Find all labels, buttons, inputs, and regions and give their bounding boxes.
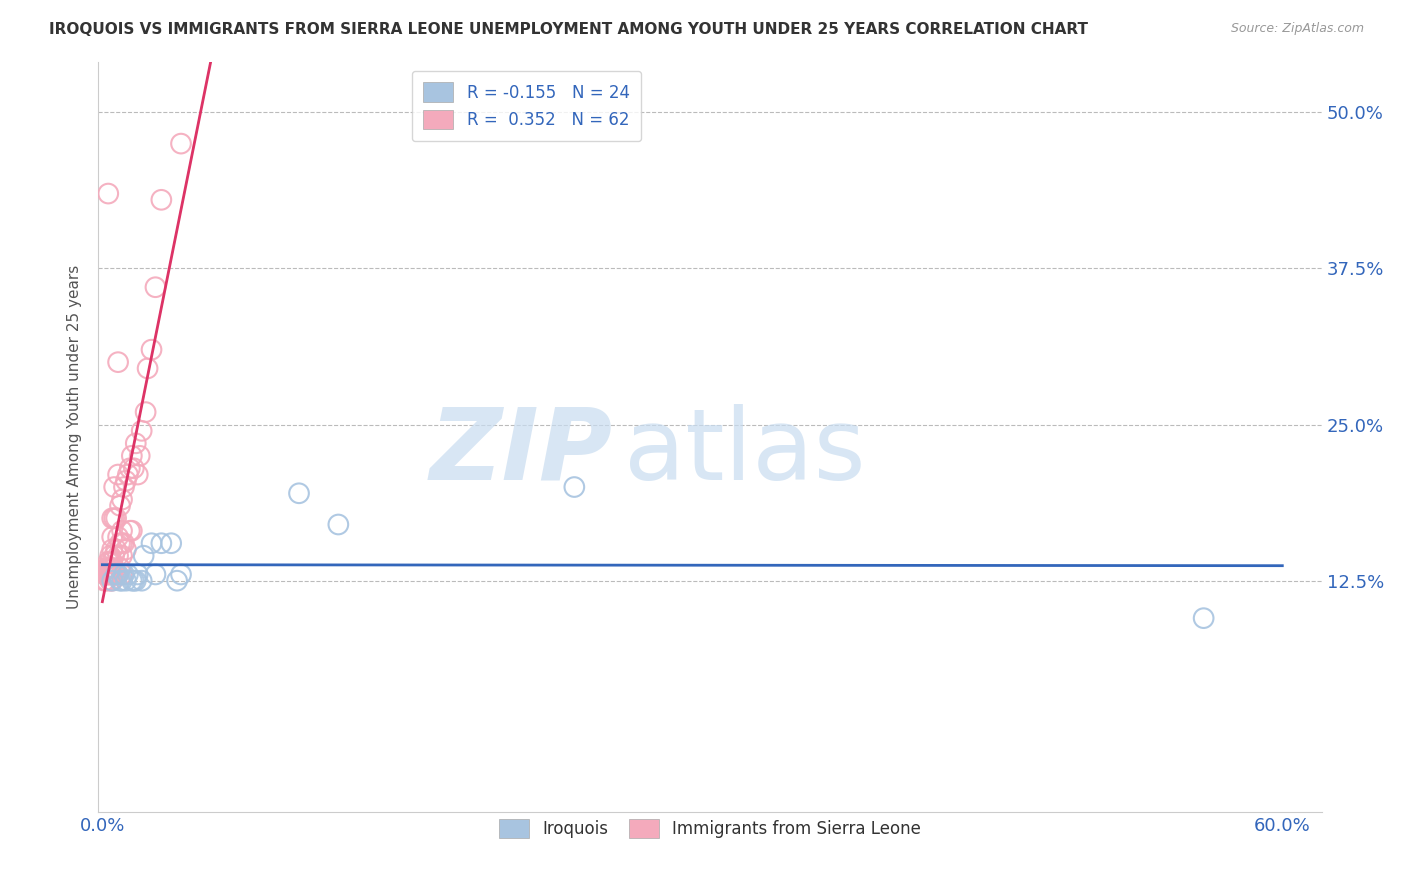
Point	[103, 561, 125, 575]
Point	[108, 574, 131, 588]
Point	[121, 449, 143, 463]
Point	[145, 567, 167, 582]
Point	[98, 574, 121, 588]
Point	[111, 567, 134, 582]
Point	[112, 480, 135, 494]
Point	[136, 361, 159, 376]
Point	[101, 561, 124, 575]
Point	[135, 405, 157, 419]
Point	[101, 530, 124, 544]
Point	[127, 467, 149, 482]
Point	[328, 517, 350, 532]
Point	[107, 549, 129, 563]
Point	[150, 536, 173, 550]
Point	[115, 474, 138, 488]
Point	[1192, 611, 1215, 625]
Point	[131, 574, 153, 588]
Point	[103, 567, 125, 582]
Point	[98, 555, 121, 569]
Point	[101, 511, 124, 525]
Point	[111, 524, 134, 538]
Point	[98, 549, 121, 563]
Point	[122, 574, 145, 588]
Point	[97, 567, 120, 582]
Point	[128, 449, 150, 463]
Text: Source: ZipAtlas.com: Source: ZipAtlas.com	[1230, 22, 1364, 36]
Point	[103, 480, 125, 494]
Point	[166, 574, 188, 588]
Point	[101, 567, 124, 582]
Point	[107, 567, 129, 582]
Point	[107, 530, 129, 544]
Point	[108, 536, 131, 550]
Point	[160, 536, 183, 550]
Y-axis label: Unemployment Among Youth under 25 years: Unemployment Among Youth under 25 years	[67, 265, 83, 609]
Point	[103, 511, 125, 525]
Point	[132, 549, 155, 563]
Point	[101, 574, 124, 588]
Text: atlas: atlas	[624, 403, 866, 500]
Point	[97, 555, 120, 569]
Point	[105, 567, 128, 582]
Point	[96, 567, 118, 582]
Point	[107, 567, 129, 582]
Point	[111, 574, 134, 588]
Point	[121, 524, 143, 538]
Point	[107, 467, 129, 482]
Point	[115, 574, 138, 588]
Point	[127, 567, 149, 582]
Legend: Iroquois, Immigrants from Sierra Leone: Iroquois, Immigrants from Sierra Leone	[492, 812, 928, 845]
Point	[108, 561, 131, 575]
Point	[115, 542, 138, 557]
Point	[97, 561, 120, 575]
Point	[112, 536, 135, 550]
Point	[101, 542, 124, 557]
Point	[105, 567, 128, 582]
Point	[122, 461, 145, 475]
Point	[562, 480, 585, 494]
Point	[118, 461, 141, 475]
Point	[101, 574, 124, 588]
Point	[98, 567, 121, 582]
Point	[170, 567, 193, 582]
Point	[125, 574, 148, 588]
Point	[111, 536, 134, 550]
Point	[97, 567, 120, 582]
Point	[108, 499, 131, 513]
Point	[105, 511, 128, 525]
Point	[145, 280, 167, 294]
Point	[103, 549, 125, 563]
Point	[141, 343, 163, 357]
Point	[131, 424, 153, 438]
Point	[117, 567, 139, 582]
Point	[111, 492, 134, 507]
Point	[141, 536, 163, 550]
Text: IROQUOIS VS IMMIGRANTS FROM SIERRA LEONE UNEMPLOYMENT AMONG YOUTH UNDER 25 YEARS: IROQUOIS VS IMMIGRANTS FROM SIERRA LEONE…	[49, 22, 1088, 37]
Point	[97, 186, 120, 201]
Point	[96, 574, 118, 588]
Point	[111, 549, 134, 563]
Point	[125, 436, 148, 450]
Point	[105, 542, 128, 557]
Text: ZIP: ZIP	[429, 403, 612, 500]
Point	[101, 567, 124, 582]
Point	[101, 555, 124, 569]
Point	[96, 561, 118, 575]
Point	[93, 574, 115, 588]
Point	[288, 486, 311, 500]
Point	[107, 355, 129, 369]
Point	[121, 574, 143, 588]
Point	[170, 136, 193, 151]
Point	[117, 467, 139, 482]
Point	[150, 193, 173, 207]
Point	[93, 567, 115, 582]
Point	[118, 524, 141, 538]
Point	[112, 567, 135, 582]
Point	[98, 561, 121, 575]
